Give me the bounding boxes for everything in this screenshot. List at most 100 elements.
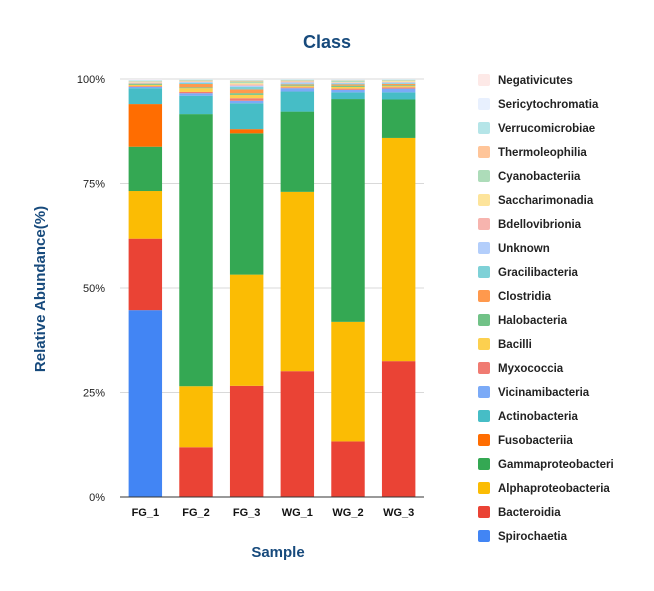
legend-swatch [478,122,490,134]
bar-segment [381,80,416,82]
bar-segment [381,81,416,82]
bar-segment [179,93,213,96]
bar-segment [128,86,163,87]
bar-segment [128,238,163,311]
bar-segment [280,86,315,88]
bar-segment [229,385,264,497]
legend-swatch [478,146,490,158]
bar-segment [331,99,365,322]
x-axis-title: Sample [251,544,304,561]
bar-segment [128,79,163,81]
y-tick-label: 100% [77,74,105,86]
bar-segment [331,86,365,89]
bar-segment [229,129,264,134]
bar-segment [331,82,365,84]
legend-swatch [478,458,490,470]
y-axis-title: Relative Abundance(%) [32,206,49,372]
legend-label: Fusobacteriia [498,435,573,447]
bar-segment [331,80,365,82]
legend-swatch [478,338,490,350]
legend-label: Cyanobacteriia [498,171,581,183]
legend-label: Alphaproteobacteria [498,483,610,495]
bar-segment [179,81,213,83]
bar-segment [280,87,315,89]
legend-swatch [478,218,490,230]
legend-swatch [478,386,490,398]
chart-title: Class [303,32,351,52]
bar-segment [280,82,315,84]
bar-segment [128,191,163,239]
bar-segment [280,81,315,83]
legend-swatch [478,530,490,542]
bar-segment [280,88,315,92]
bar-segment [381,87,416,89]
legend-label: Halobacteria [498,315,568,327]
legend-label: Vicinamibacteria [498,387,590,399]
y-tick-label: 25% [83,388,105,400]
legend-swatch [478,266,490,278]
legend-swatch [478,482,490,494]
bar-segment [381,84,416,86]
bar-segment [179,95,213,115]
bar-segment [229,80,264,82]
bar-segment [280,91,315,112]
bar-segment [280,371,315,497]
legend-swatch [478,170,490,182]
legend-swatch [478,194,490,206]
bar-segment [280,85,315,87]
x-axis-ticks: FG_1 FG_2 FG_3 WG_1 WG_2 WG_3 [132,507,415,519]
bar-segment [331,441,365,497]
legend-label: Saccharimonadia [498,195,594,207]
bar-segment [229,274,264,386]
bar-segment [179,80,213,82]
bar-segment [128,104,163,147]
bar-segment [381,85,416,87]
bar-segment [331,92,365,100]
x-tick-label: WG_1 [282,507,313,519]
legend-label: Myxococcia [498,363,564,375]
bar-segment [229,100,264,104]
legend-label: Spirochaetia [498,531,568,543]
bar-segment [229,89,264,94]
x-tick-label: FG_3 [233,507,261,519]
bars [128,79,416,497]
legend-label: Bacteroidia [498,507,561,519]
gridlines [120,78,424,393]
bar-segment [229,94,264,99]
bar-segment [179,91,213,94]
bar-segment [331,83,365,85]
bar-segment [280,111,315,192]
bar-segment [229,79,264,81]
bar-segment [179,87,213,89]
legend-label: Unknown [498,243,550,255]
legend-swatch [478,410,490,422]
bar-segment [229,133,264,275]
bar-segment [128,80,163,82]
bar-segment [128,84,163,87]
legend-label: Bdellovibrionia [498,219,582,231]
legend-label: Actinobacteria [498,411,578,423]
y-tick-label: 75% [83,179,105,191]
legend-swatch [478,434,490,446]
legend-swatch [478,506,490,518]
x-tick-label: WG_3 [383,507,414,519]
bar-segment [128,84,163,85]
legend-swatch [478,362,490,374]
legend-label: Bacilli [498,339,532,351]
bar-segment [128,88,163,105]
bar-segment [229,86,264,90]
bar-segment [331,84,365,86]
bar-segment [381,99,416,138]
legend-swatch [478,290,490,302]
y-tick-label: 50% [83,283,105,295]
bar-segment [128,310,163,497]
bar-segment [229,85,264,87]
bar-segment [128,86,163,89]
x-tick-label: FG_1 [132,507,160,519]
bar-segment [128,146,163,192]
legend-label: Verrucomicrobiae [498,123,595,135]
bar-segment [331,88,365,90]
bar-segment [179,88,213,92]
bar-segment [381,82,416,84]
